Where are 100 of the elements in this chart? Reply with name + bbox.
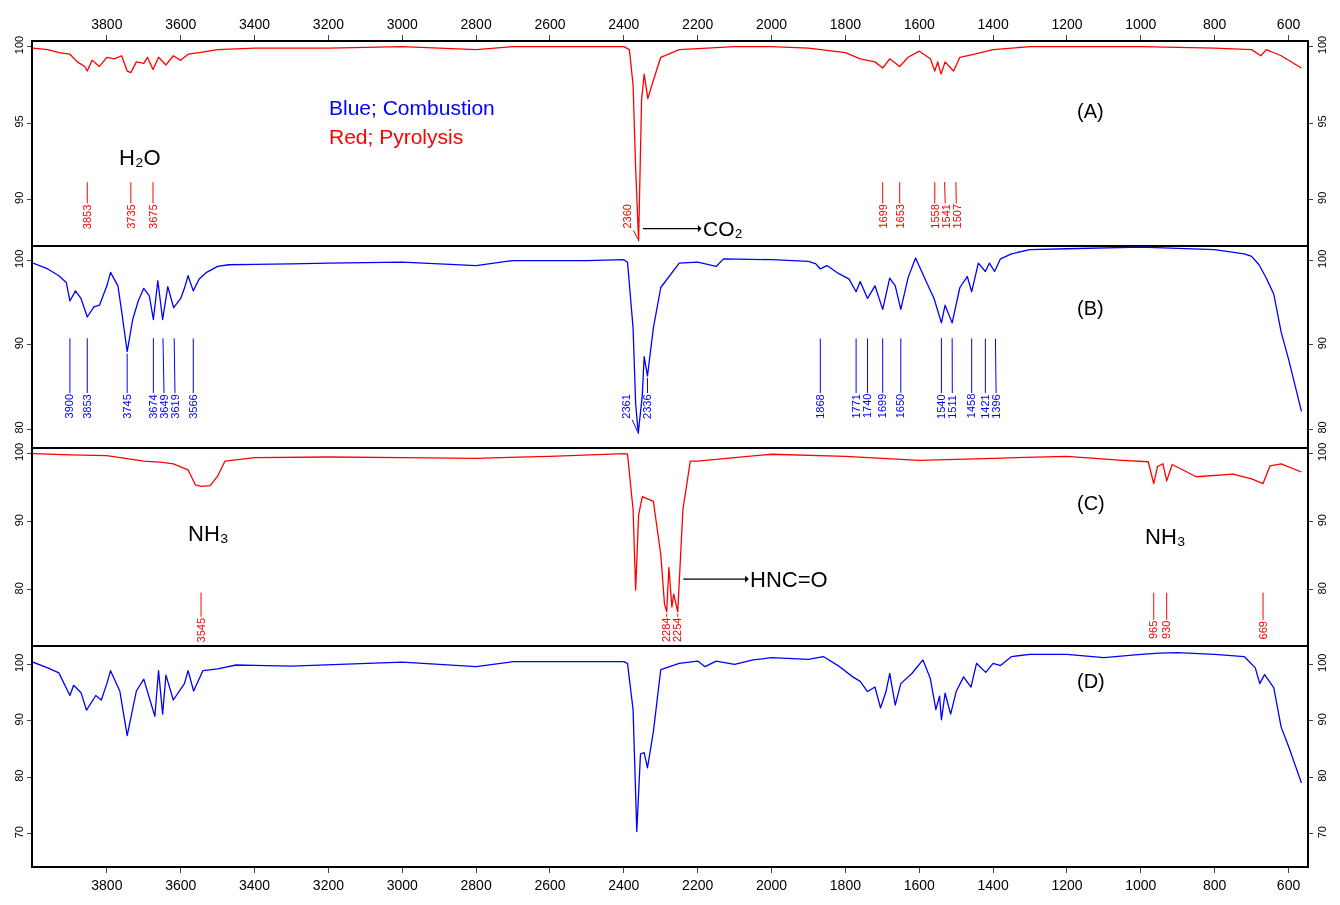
x2-tick-label: 1400 xyxy=(977,16,1009,33)
annotation: 1771 xyxy=(849,394,862,419)
y-tick-label: 70 xyxy=(12,826,25,839)
annotation: 1540 xyxy=(934,394,947,419)
annotation: 2361 xyxy=(619,394,632,419)
annotation: Blue; Combustion xyxy=(329,96,495,119)
y2-tick-label: 90 xyxy=(1316,514,1329,527)
annotation: 3735 xyxy=(124,204,137,229)
annotation: 3853 xyxy=(81,204,94,230)
annotation: NH₃ xyxy=(1145,524,1186,549)
annotation: 1699 xyxy=(876,393,889,419)
x-tick-label: 1800 xyxy=(829,876,862,893)
y-tick-label: 90 xyxy=(12,191,25,204)
x2-tick-label: 3800 xyxy=(91,16,123,33)
annotation: (D) xyxy=(1077,670,1105,692)
annotation: 1653 xyxy=(893,204,906,229)
y-tick-label: 80 xyxy=(12,421,25,434)
annotation: 3619 xyxy=(168,394,181,419)
y-tick-label: 80 xyxy=(12,769,25,782)
y-tick-label: 90 xyxy=(12,337,25,350)
y2-tick-label: 90 xyxy=(1316,191,1329,204)
line-series xyxy=(33,45,1303,242)
annotation: 2336 xyxy=(641,394,653,419)
x-tick-label: 1000 xyxy=(1125,876,1157,893)
y-tick-label: 90 xyxy=(12,514,25,527)
x-tick-label: 2200 xyxy=(682,876,714,893)
x-tick-label: 3800 xyxy=(91,876,123,893)
x-tick-label: 1600 xyxy=(903,876,936,893)
y2-tick-label: 100 xyxy=(1316,35,1329,55)
annotation: 1740 xyxy=(861,393,874,419)
annotation: Red; Pyrolysis xyxy=(329,125,464,148)
x-tick-label: 2600 xyxy=(534,876,566,893)
annotation: 1650 xyxy=(894,393,907,419)
y-tick-label: 100 xyxy=(12,35,25,55)
annotation: 1558 xyxy=(928,204,941,229)
x-tick-label: 2400 xyxy=(608,876,640,893)
y-tick-label: 100 xyxy=(12,653,25,672)
line-series xyxy=(33,246,1303,434)
x2-tick-label: 2600 xyxy=(534,16,566,33)
x-tick-label: 1400 xyxy=(977,876,1009,893)
annotation: HNC=O xyxy=(750,567,828,592)
annotation: 1699 xyxy=(876,204,889,229)
x-tick-label: 2000 xyxy=(755,876,788,893)
y2-tick-label: 90 xyxy=(1316,337,1329,350)
annotation: 3649 xyxy=(157,394,170,419)
y-tick-label: 95 xyxy=(12,115,25,128)
x-tick-label: 800 xyxy=(1203,876,1227,893)
annotation: 2284 xyxy=(660,617,673,643)
annotation: 1511 xyxy=(945,395,958,419)
x2-tick-label: 1600 xyxy=(903,16,936,33)
annotation: 1507 xyxy=(950,203,963,229)
y2-tick-label: 100 xyxy=(1316,249,1329,269)
annotation: 3674 xyxy=(146,394,159,419)
annotation: 669 xyxy=(1256,621,1269,640)
x2-tick-label: 3600 xyxy=(165,16,197,33)
x-tick-label: 3200 xyxy=(312,876,345,893)
x2-tick-label: 1200 xyxy=(1051,16,1083,33)
x-tick-label: 600 xyxy=(1276,876,1301,893)
annotation: 3566 xyxy=(186,394,199,419)
y2-tick-label: 70 xyxy=(1316,826,1329,839)
annotation: 2254 xyxy=(671,617,684,643)
x2-tick-label: 3000 xyxy=(386,16,419,33)
annotation: 3900 xyxy=(63,393,76,419)
x2-tick-label: 2000 xyxy=(755,16,788,33)
x2-tick-label: 2200 xyxy=(682,16,714,33)
annotation: 1868 xyxy=(813,394,826,419)
annotation: NH₃ xyxy=(188,521,229,546)
y-tick-label: 100 xyxy=(12,442,25,462)
y-tick-label: 80 xyxy=(12,582,25,595)
annotation: 3853 xyxy=(80,394,93,419)
x-tick-label: 3000 xyxy=(386,876,419,893)
x2-tick-label: 1800 xyxy=(829,16,862,33)
x-tick-label: 3600 xyxy=(165,876,197,893)
y2-tick-label: 90 xyxy=(1316,713,1329,726)
annotation: (C) xyxy=(1077,492,1105,514)
y-tick-label: 100 xyxy=(12,249,25,269)
x-tick-label: 2800 xyxy=(460,876,492,893)
annotation: (A) xyxy=(1077,100,1104,122)
y2-tick-label: 80 xyxy=(1316,421,1329,434)
annotation: (B) xyxy=(1077,297,1104,319)
line-series xyxy=(33,452,1303,613)
annotation: 3545 xyxy=(194,617,207,643)
y2-tick-label: 80 xyxy=(1316,769,1329,782)
annotation: 930 xyxy=(1160,620,1173,640)
annotation: H₂O xyxy=(119,145,161,170)
y2-tick-label: 80 xyxy=(1316,582,1329,595)
x2-tick-label: 2800 xyxy=(460,16,492,33)
x-tick-label: 3400 xyxy=(238,876,271,893)
y2-tick-label: 100 xyxy=(1316,442,1329,462)
annotation: 3675 xyxy=(147,204,160,229)
annotation: 1396 xyxy=(989,394,1002,419)
annotation: 965 xyxy=(1147,620,1160,640)
y2-tick-label: 100 xyxy=(1316,653,1329,672)
x2-tick-label: 1000 xyxy=(1125,16,1157,33)
y2-tick-label: 95 xyxy=(1316,115,1329,128)
annotation: 1458 xyxy=(965,393,978,419)
x-tick-label: 1200 xyxy=(1051,876,1083,893)
x2-tick-label: 800 xyxy=(1203,16,1227,33)
annotation: 1421 xyxy=(978,394,991,419)
x2-tick-label: 600 xyxy=(1276,16,1301,33)
